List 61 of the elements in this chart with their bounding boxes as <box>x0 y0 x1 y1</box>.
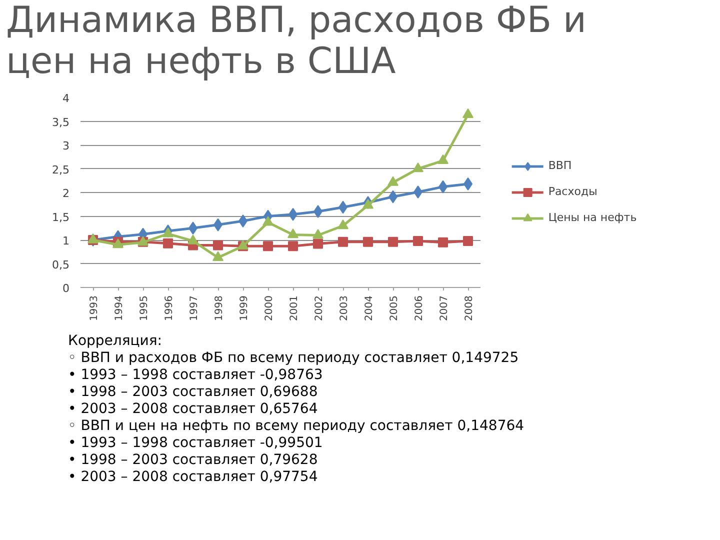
point <box>188 234 198 244</box>
text: • 2003 – 2008 составляет 0,97754 <box>68 469 319 486</box>
y-tick-label: 1,5 <box>52 210 70 224</box>
point <box>313 238 323 249</box>
point <box>262 216 274 226</box>
x-tick-label: 2004 <box>364 295 375 321</box>
x-tick-label: 1999 <box>239 295 250 321</box>
point <box>338 219 348 229</box>
x-tick-label: 2008 <box>464 295 475 321</box>
text: • 1998 – 2003 составляет 0,79628 <box>68 452 319 470</box>
point <box>212 251 224 261</box>
text: • 2003 – 2008 составляет 0,65764 <box>68 401 319 418</box>
point <box>162 227 174 237</box>
point <box>288 228 298 238</box>
legend-label: Цены на нефть <box>548 211 637 224</box>
point <box>463 236 473 246</box>
chart-title: Динамика ВВП, расходов ФБ и цен на нефть в США <box>6 0 588 83</box>
x-tick-label: 2003 <box>339 295 350 321</box>
point <box>438 237 448 248</box>
point <box>213 240 223 250</box>
y-tick-label: 4 <box>62 92 70 105</box>
y-tick-label: 0,5 <box>52 258 70 272</box>
legend-label: Расходы <box>548 185 598 198</box>
text: • 1998 – 2003 составляет 0,69688 <box>68 384 319 402</box>
point <box>363 236 373 247</box>
text: Корреляция: <box>68 332 164 350</box>
text: • 1993 – 1998 составляет -0,99501 <box>68 435 324 452</box>
point <box>163 238 173 248</box>
x-tick-label: 2007 <box>439 295 450 321</box>
x-tick-label: 2000 <box>264 295 275 321</box>
x-tick-label: 1997 <box>189 295 200 321</box>
x-tick-label: 1995 <box>139 295 150 321</box>
x-tick-label: 1996 <box>164 295 175 321</box>
point <box>312 228 324 238</box>
point <box>263 240 273 251</box>
point <box>412 162 424 172</box>
y-tick-label: 3 <box>62 139 70 152</box>
x-tick-label: 2001 <box>289 295 300 321</box>
x-tick-label: 1994 <box>114 295 125 321</box>
text: • 1993 – 1998 составляет -0,98763 <box>68 366 324 384</box>
x-tick-label: 2005 <box>389 295 400 321</box>
point <box>288 240 298 251</box>
point <box>388 236 398 247</box>
legend-label: ВВП <box>548 159 572 172</box>
y-tick-label: 0 <box>62 282 70 295</box>
point <box>413 236 423 246</box>
y-tick-label: 2 <box>62 186 70 200</box>
x-tick-label: 2002 <box>314 295 325 321</box>
text: ◦ ВВП и цен на нефть по всему периоду составляет 0,148764 <box>68 418 524 436</box>
y-tick-label: 3,5 <box>52 116 70 129</box>
point <box>362 198 374 208</box>
text: ◦ ВВП и расходов ФБ по всему периоду составляет 0,149725 <box>68 350 520 367</box>
y-tick-label: 2,5 <box>52 163 70 176</box>
x-tick-label: 1993 <box>89 295 100 321</box>
point <box>462 108 474 118</box>
x-tick-label: 1998 <box>214 295 225 321</box>
point <box>438 154 448 164</box>
point <box>388 176 398 186</box>
x-tick-label: 2006 <box>414 295 425 321</box>
y-tick-label: 1 <box>62 234 70 248</box>
point <box>338 236 348 247</box>
